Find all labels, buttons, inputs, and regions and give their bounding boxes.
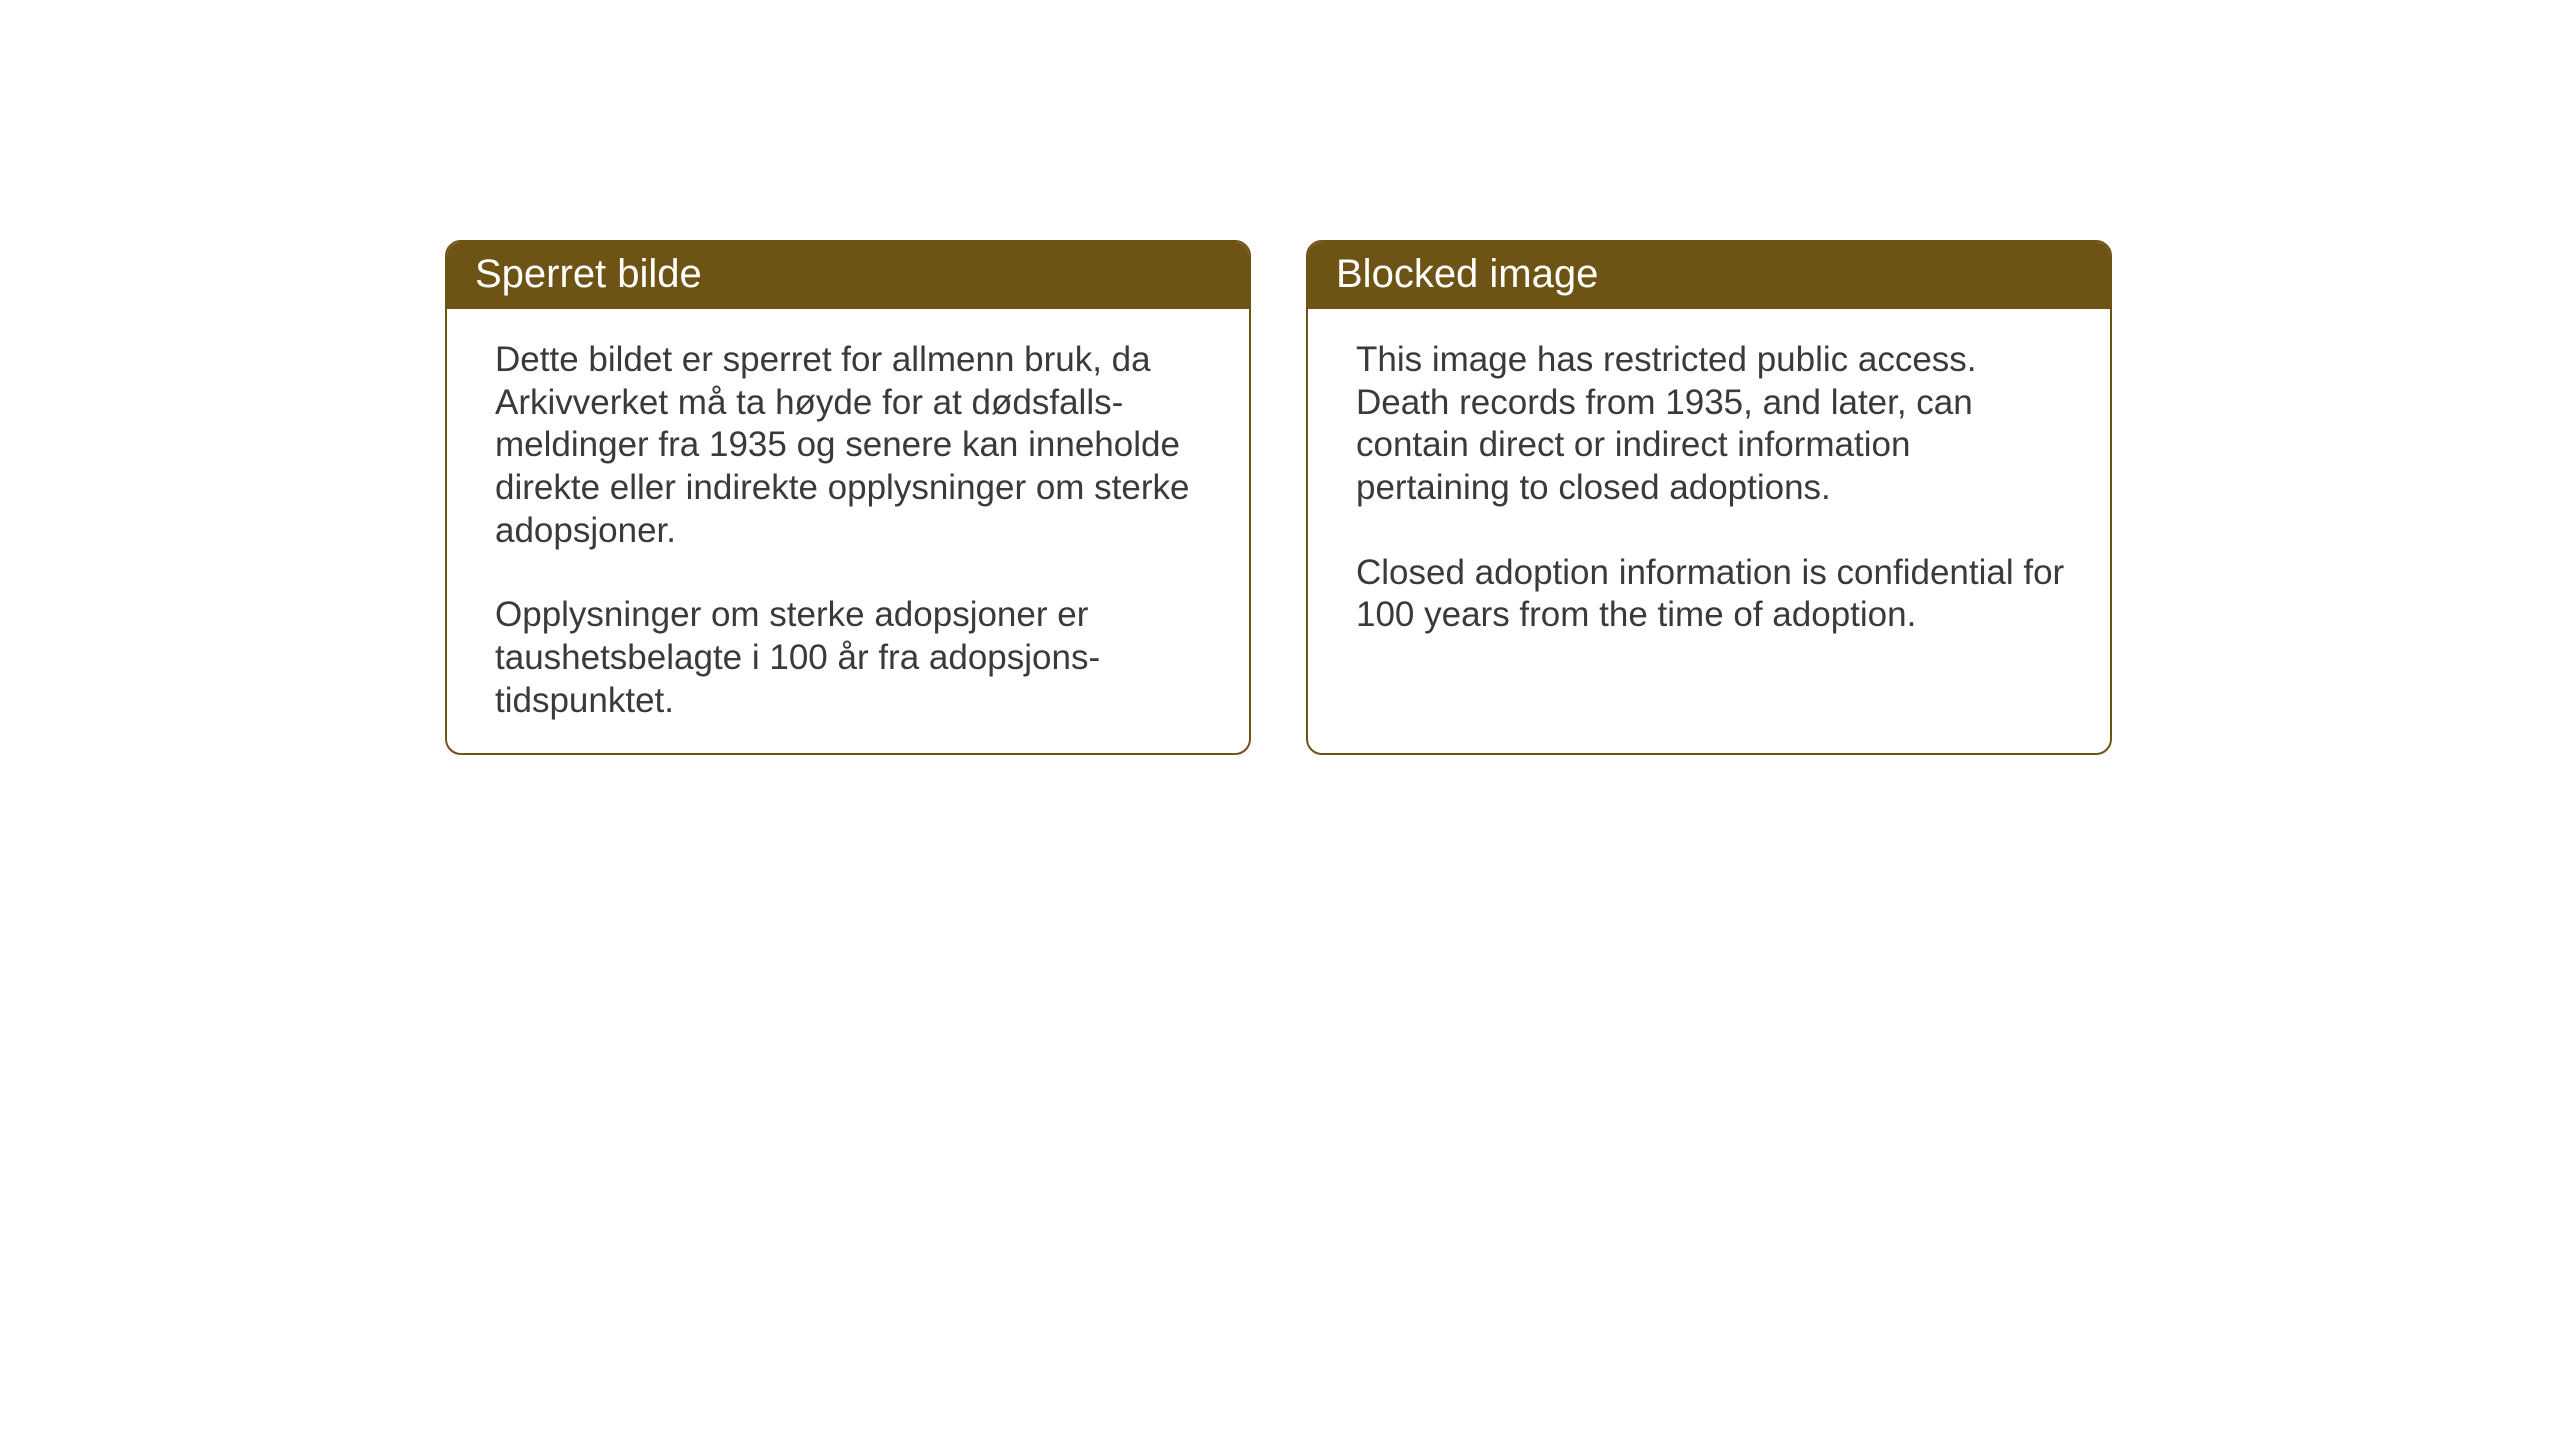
norwegian-panel-title: Sperret bilde <box>447 242 1249 309</box>
english-paragraph-2: Closed adoption information is confident… <box>1356 552 2066 637</box>
panels-container: Sperret bilde Dette bildet er sperret fo… <box>445 240 2112 755</box>
norwegian-panel-body: Dette bildet er sperret for allmenn bruk… <box>447 309 1249 753</box>
norwegian-panel: Sperret bilde Dette bildet er sperret fo… <box>445 240 1251 755</box>
english-paragraph-1: This image has restricted public access.… <box>1356 339 2066 510</box>
norwegian-paragraph-2: Opplysninger om sterke adopsjoner er tau… <box>495 594 1205 722</box>
english-panel-body: This image has restricted public access.… <box>1308 309 2110 667</box>
english-panel-title: Blocked image <box>1308 242 2110 309</box>
english-panel: Blocked image This image has restricted … <box>1306 240 2112 755</box>
norwegian-paragraph-1: Dette bildet er sperret for allmenn bruk… <box>495 339 1205 552</box>
